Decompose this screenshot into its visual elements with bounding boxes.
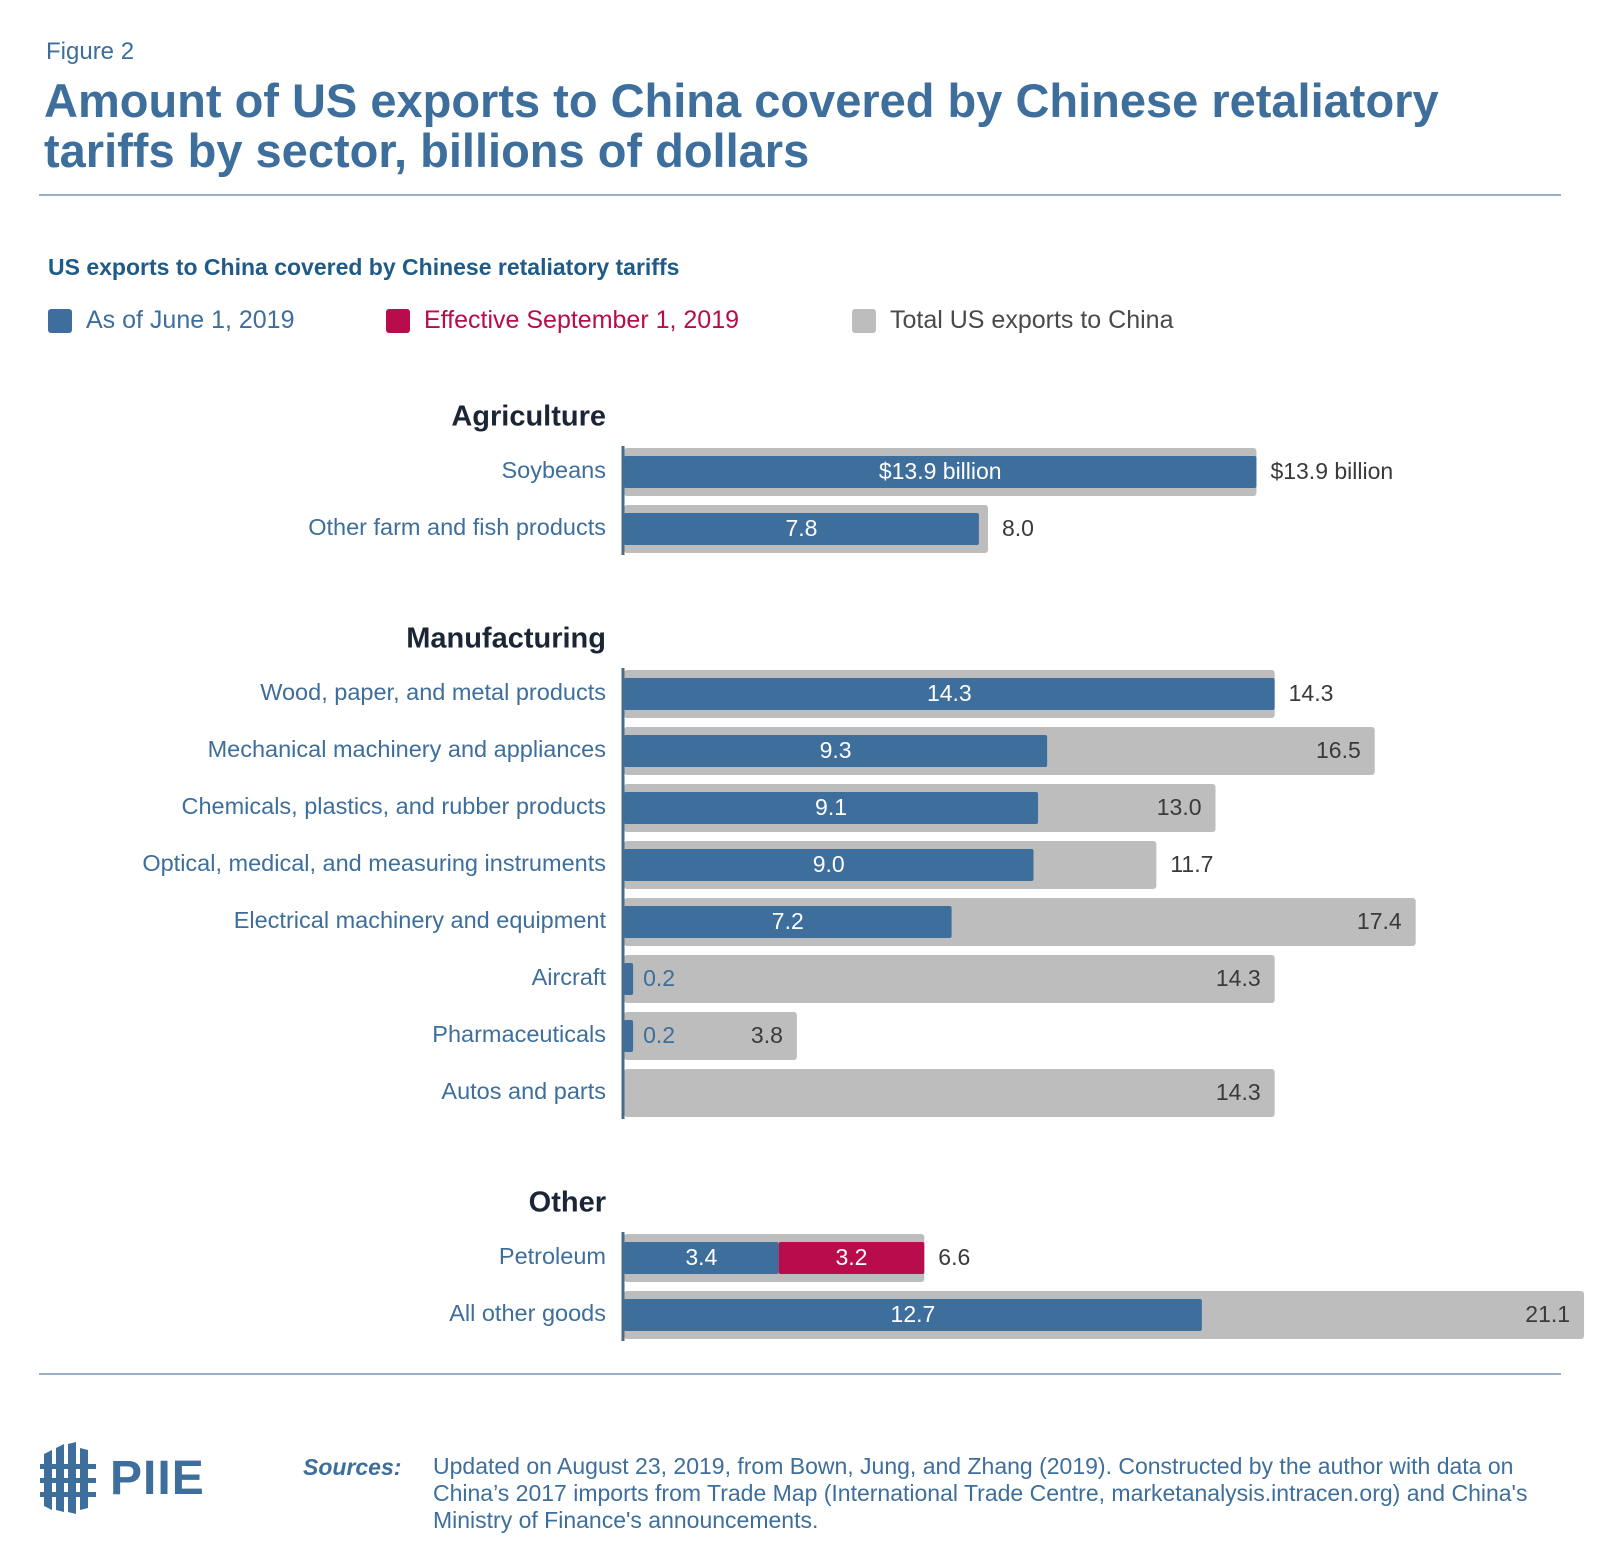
bar-june-label: 0.2 — [643, 965, 675, 991]
category-label: Mechanical machinery and appliances — [208, 736, 606, 762]
bar-total-label: $13.9 billion — [1270, 458, 1393, 484]
bar-june-label: $13.9 billion — [879, 458, 1002, 484]
bar-june — [624, 1299, 1202, 1331]
bar-total-label: 16.5 — [1316, 737, 1361, 763]
bar-total-label: 8.0 — [1002, 515, 1034, 541]
bar-total-label: 17.4 — [1357, 908, 1402, 934]
bar-total-label: 3.8 — [751, 1022, 783, 1048]
figure-label: Figure 2 — [46, 38, 135, 65]
legend-swatch-september — [386, 308, 410, 333]
category-label: Wood, paper, and metal products — [260, 679, 606, 705]
legend-label-september: Effective September 1, 2019 — [424, 306, 740, 334]
bar-june — [624, 792, 1039, 824]
category-label: Chemicals, plastics, and rubber products — [181, 793, 606, 819]
bar-total-label: 14.3 — [1216, 965, 1261, 991]
legend-swatch-total — [852, 308, 876, 333]
bar-total — [624, 955, 1275, 1003]
logo-text: PIIE — [110, 1451, 205, 1505]
legend-item-june: As of June 1, 2019 — [48, 306, 294, 335]
piie-logo: PIIE — [40, 1440, 205, 1516]
bar-june-label: 0.2 — [643, 1022, 675, 1048]
bar-total — [624, 1069, 1275, 1117]
bar-june-label: 3.4 — [685, 1244, 717, 1270]
piie-grid-logo-icon — [40, 1442, 96, 1514]
bar-total-label: 14.3 — [1289, 680, 1334, 706]
legend-label-total: Total US exports to China — [890, 306, 1174, 334]
legend-label-june: As of June 1, 2019 — [86, 306, 295, 334]
bar-june-label: 9.1 — [815, 794, 847, 820]
bar-september — [778, 1242, 925, 1274]
bar-total-label: 13.0 — [1157, 794, 1202, 820]
bar-june-label: 9.3 — [820, 737, 852, 763]
bar-total-label: 14.3 — [1216, 1079, 1261, 1105]
legend-item-september: Effective September 1, 2019 — [386, 306, 739, 335]
group-heading: Other — [529, 1187, 606, 1219]
category-label: Pharmaceuticals — [432, 1021, 606, 1047]
bar-june — [624, 1020, 634, 1052]
legend-swatch-june — [48, 308, 72, 333]
bar-june-label: 14.3 — [927, 680, 972, 706]
group-heading: Agriculture — [451, 401, 606, 433]
category-label: Electrical machinery and equipment — [234, 907, 607, 933]
sources-text: Updated on August 23, 2019, from Bown, J… — [433, 1453, 1528, 1533]
bar-june-label: 7.8 — [785, 515, 817, 541]
bar-total-label: 6.6 — [938, 1244, 970, 1270]
group-heading: Manufacturing — [406, 623, 606, 655]
bar-june — [624, 735, 1048, 767]
category-label: Other farm and fish products — [308, 514, 606, 540]
bar-june — [624, 906, 952, 938]
bar-june — [624, 849, 1034, 881]
bar-june — [624, 963, 634, 995]
bar-june-label: 9.0 — [813, 851, 845, 877]
legend-item-total: Total US exports to China — [852, 306, 1173, 335]
bar-september-label: 3.2 — [836, 1244, 868, 1270]
category-label: Optical, medical, and measuring instrume… — [142, 850, 606, 876]
top-divider — [39, 194, 1561, 196]
bar-june — [624, 456, 1257, 488]
chart-subtitle: US exports to China covered by Chinese r… — [48, 254, 680, 280]
bar-total — [624, 1012, 797, 1060]
category-label: Autos and parts — [441, 1078, 606, 1104]
bar-total-label: 11.7 — [1170, 851, 1213, 877]
category-label: Soybeans — [501, 457, 606, 483]
category-label: Aircraft — [532, 964, 607, 990]
bar-june — [624, 678, 1275, 710]
bar-june-label: 12.7 — [891, 1301, 936, 1327]
bar-june — [624, 513, 979, 545]
sources-label: Sources: — [303, 1454, 402, 1480]
category-label: Petroleum — [499, 1243, 606, 1269]
chart-title: Amount of US exports to China covered by… — [44, 74, 1439, 177]
bottom-divider — [39, 1373, 1561, 1375]
bar-june — [624, 1242, 779, 1274]
category-label: All other goods — [449, 1300, 606, 1326]
bar-total-label: 21.1 — [1525, 1301, 1570, 1327]
bar-june-label: 7.2 — [772, 908, 804, 934]
